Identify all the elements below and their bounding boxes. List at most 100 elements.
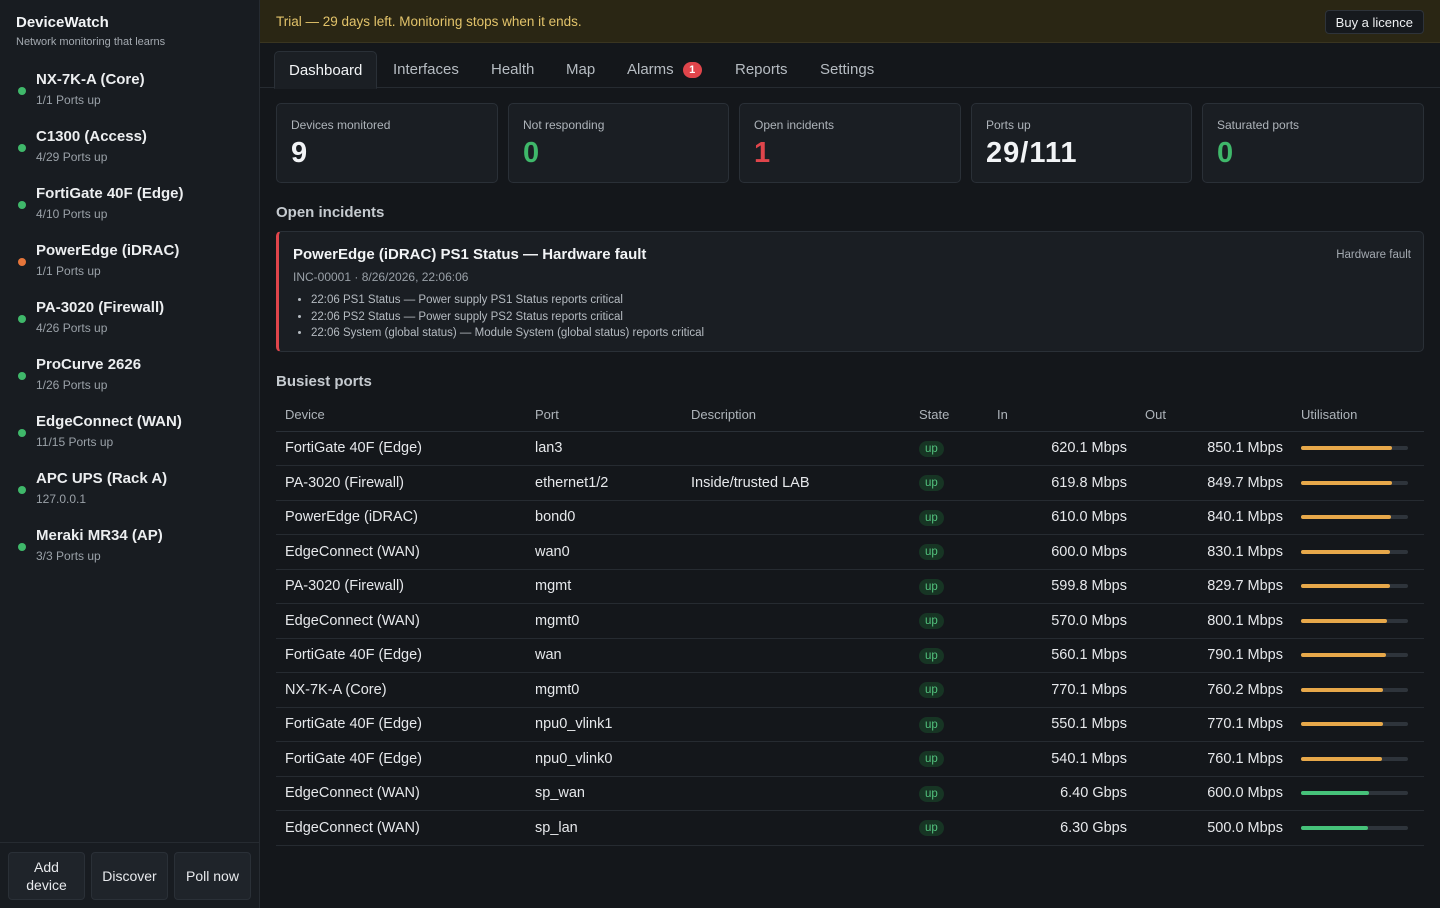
column-header-out[interactable]: Out [1136, 398, 1292, 432]
table-row[interactable]: PowerEdge (iDRAC) bond0 up 610.0 Mbps 840.1 … [276, 500, 1424, 535]
cell-device: NX-7K-A (Core) [276, 672, 526, 708]
cell-state: up [910, 431, 988, 466]
device-ports: 1/26 Ports up [36, 378, 108, 392]
utilisation-bar [1301, 756, 1408, 761]
cell-port: npu0_vlink0 [526, 741, 682, 777]
table-row[interactable]: FortiGate 40F (Edge) npu0_vlink1 up 550.1 M… [276, 707, 1424, 742]
device-item[interactable]: EdgeConnect (WAN) 11/15 Ports up [0, 412, 259, 469]
utilisation-bar-fill [1301, 756, 1383, 761]
device-name: NX-7K-A (Core) [36, 71, 145, 88]
state-badge: up [919, 440, 944, 457]
utilisation-bar [1301, 722, 1408, 727]
stat-value: 0 [523, 137, 541, 169]
device-item[interactable]: NX-7K-A (Core) 1/1 Ports up [0, 70, 259, 127]
status-dot-icon [18, 258, 26, 266]
cell-utilisation [1292, 741, 1424, 777]
add-device-button[interactable]: Add device [8, 852, 85, 900]
trial-banner-text: Trial — 29 days left. Monitoring stops w… [276, 14, 582, 29]
cell-out: 500.0 Mbps [1136, 810, 1292, 846]
table-row[interactable]: EdgeConnect (WAN) wan0 up 600.0 Mbps 830.1 M… [276, 534, 1424, 570]
device-name: PA-3020 (Firewall) [36, 299, 165, 316]
cell-out: 790.1 Mbps [1136, 638, 1292, 673]
cell-out: 770.1 Mbps [1136, 707, 1292, 742]
cell-utilisation [1292, 810, 1424, 846]
cell-device: PA-3020 (Firewall) [276, 569, 526, 604]
cell-out: 830.1 Mbps [1136, 534, 1292, 570]
table-row[interactable]: EdgeConnect (WAN) sp_lan up 6.30 Gbps 500.0 … [276, 810, 1424, 846]
incident-card[interactable]: PowerEdge (iDRAC) PS1 Status — Hardware … [276, 231, 1424, 352]
cell-out: 760.1 Mbps [1136, 741, 1292, 777]
state-badge: up [919, 716, 944, 733]
table-row[interactable]: FortiGate 40F (Edge) wan up 560.1 Mbps 790.1… [276, 638, 1424, 673]
cell-port: mgmt0 [526, 672, 682, 708]
table-row[interactable]: PA-3020 (Firewall) mgmt up 599.8 Mbps 829.7 … [276, 569, 1424, 604]
column-header-in[interactable]: In [988, 398, 1136, 432]
tab-reports[interactable]: Reports [735, 61, 788, 78]
table-row[interactable]: FortiGate 40F (Edge) npu0_vlink0 up 540.1 M… [276, 741, 1424, 777]
device-ports: 4/26 Ports up [36, 321, 108, 335]
cell-port: lan3 [526, 431, 682, 466]
cell-device: FortiGate 40F (Edge) [276, 638, 526, 673]
discover-button[interactable]: Discover [91, 852, 168, 900]
column-header-utilisation[interactable]: Utilisation [1292, 398, 1424, 432]
cell-state: up [910, 707, 988, 742]
cell-description [682, 431, 910, 466]
tab-dashboard[interactable]: Dashboard [274, 51, 378, 89]
device-ports: 1/1 Ports up [36, 93, 101, 107]
utilisation-bar-fill [1301, 515, 1391, 520]
table-row[interactable]: EdgeConnect (WAN) sp_wan up 6.40 Gbps 600.0 … [276, 776, 1424, 811]
stat-card-open-incidents[interactable]: Open incidents 1 [739, 103, 961, 183]
device-item[interactable]: C1300 (Access) 4/29 Ports up [0, 127, 259, 184]
tab-health[interactable]: Health [491, 61, 535, 78]
utilisation-bar-fill [1301, 687, 1384, 692]
device-item[interactable]: FortiGate 40F (Edge) 4/10 Ports up [0, 184, 259, 241]
poll-now-button[interactable]: Poll now [174, 852, 251, 900]
cell-device: EdgeConnect (WAN) [276, 810, 526, 846]
table-row[interactable]: EdgeConnect (WAN) mgmt0 up 570.0 Mbps 800.1 … [276, 603, 1424, 639]
device-item[interactable]: PA-3020 (Firewall) 4/26 Ports up [0, 298, 259, 355]
device-item[interactable]: Meraki MR34 (AP) 3/3 Ports up [0, 526, 259, 583]
cell-state: up [910, 776, 988, 811]
table-row[interactable]: FortiGate 40F (Edge) lan3 up 620.1 Mbps 850.… [276, 431, 1424, 466]
column-header-description[interactable]: Description [682, 398, 910, 432]
cell-out: 849.7 Mbps [1136, 465, 1292, 501]
tab-settings[interactable]: Settings [820, 61, 875, 78]
cell-state: up [910, 465, 988, 501]
device-ports: 11/15 Ports up [36, 435, 114, 449]
utilisation-bar [1301, 687, 1408, 692]
column-header-state[interactable]: State [910, 398, 988, 432]
trial-banner: Trial — 29 days left. Monitoring stops w… [260, 0, 1440, 43]
alarm-count-badge: 1 [682, 61, 702, 78]
buy-licence-button[interactable]: Buy a licence [1324, 10, 1424, 34]
stat-card-ports-up[interactable]: Ports up 29/111 [971, 103, 1192, 183]
stat-card-devices[interactable]: Devices monitored 9 [276, 103, 498, 183]
cell-port: bond0 [526, 500, 682, 535]
cell-out: 840.1 Mbps [1136, 500, 1292, 535]
cell-description [682, 638, 910, 673]
device-item[interactable]: ProCurve 2626 1/26 Ports up [0, 355, 259, 412]
incident-event: 22:06 System (global status) — Module Sy… [311, 325, 704, 342]
tab-interfaces[interactable]: Interfaces [393, 61, 459, 78]
table-header-row: Device Port Description State In Out Uti… [276, 398, 1424, 432]
table-row[interactable]: PA-3020 (Firewall) ethernet1/2 Inside/trus… [276, 465, 1424, 501]
cell-device: PA-3020 (Firewall) [276, 465, 526, 501]
utilisation-bar [1301, 515, 1408, 520]
column-header-port[interactable]: Port [526, 398, 682, 432]
column-header-device[interactable]: Device [276, 398, 526, 432]
status-dot-icon [18, 372, 26, 380]
tab-alarms[interactable]: Alarms 1 [627, 51, 702, 88]
tab-map[interactable]: Map [566, 61, 596, 78]
state-badge: up [919, 820, 944, 837]
stat-card-not-responding[interactable]: Not responding 0 [508, 103, 729, 183]
stat-card-saturated-ports[interactable]: Saturated ports 0 [1202, 103, 1424, 183]
device-item[interactable]: APC UPS (Rack A) 127.0.0.1 [0, 469, 259, 526]
device-item[interactable]: PowerEdge (iDRAC) 1/1 Ports up [0, 241, 259, 298]
utilisation-bar [1301, 618, 1408, 623]
table-row[interactable]: NX-7K-A (Core) mgmt0 up 770.1 Mbps 760.2 Mbp… [276, 672, 1424, 708]
utilisation-bar [1301, 446, 1408, 451]
cell-description [682, 672, 910, 708]
cell-device: FortiGate 40F (Edge) [276, 741, 526, 777]
cell-in: 6.40 Gbps [988, 776, 1136, 811]
state-badge: up [919, 682, 944, 699]
cell-port: npu0_vlink1 [526, 707, 682, 742]
